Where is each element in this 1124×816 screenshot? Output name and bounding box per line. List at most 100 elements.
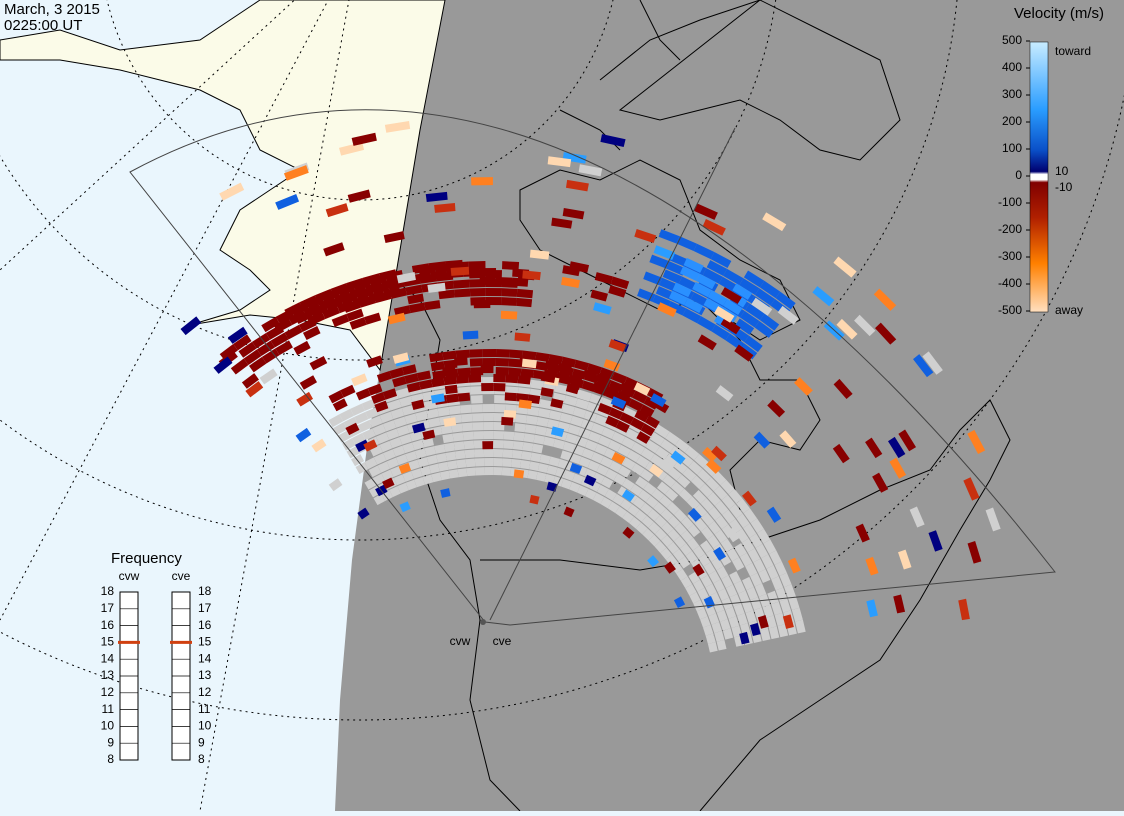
radar-cell	[523, 433, 535, 443]
radar-cell	[434, 203, 456, 213]
radar-cell	[608, 339, 627, 353]
radar-site	[480, 619, 486, 625]
radar-cell	[457, 392, 471, 402]
radar-cell	[431, 377, 445, 388]
radar-cell	[379, 411, 394, 424]
radar-cell	[635, 476, 649, 489]
radar-cell	[450, 266, 470, 276]
radar-cell	[455, 374, 469, 384]
radar-cell	[522, 270, 541, 281]
radar-cell	[753, 431, 771, 449]
radar-cell	[355, 462, 369, 474]
radar-cell	[520, 368, 535, 378]
radar-cell	[672, 549, 685, 562]
radar-cell	[471, 177, 493, 186]
radar-cell	[667, 515, 681, 529]
radar-cell	[536, 417, 549, 427]
radar-cell	[714, 306, 735, 323]
radar-cell	[958, 598, 970, 621]
radar-cell	[365, 407, 380, 420]
radar-cell	[692, 281, 712, 298]
radar-cell	[738, 590, 750, 604]
radar-cell	[586, 363, 602, 375]
radar-cell	[479, 277, 496, 286]
radar-cell	[564, 395, 578, 407]
radar-cell	[607, 439, 622, 452]
radar-cell	[700, 616, 711, 628]
radar-cell	[299, 295, 319, 310]
radar-cell	[630, 483, 643, 497]
radar-cell	[418, 379, 433, 390]
radar-cell	[697, 316, 716, 332]
radar-cell	[593, 302, 612, 315]
radar-cell	[699, 483, 714, 498]
radar-cell	[493, 449, 504, 458]
radar-cell	[717, 588, 729, 601]
radar-cell	[426, 454, 438, 465]
radar-cell	[625, 428, 640, 442]
radar-cell	[474, 449, 485, 458]
radar-cell	[605, 468, 618, 481]
radar-cell	[898, 549, 912, 570]
radar-cell	[664, 453, 679, 467]
radar-cell	[639, 404, 655, 418]
radar-cell	[401, 404, 416, 416]
radar-cell	[749, 533, 763, 548]
radar-cell	[302, 325, 321, 341]
radar-cell	[339, 408, 354, 422]
radar-cell	[402, 364, 417, 376]
radar-cell	[389, 486, 401, 498]
radar-cell	[662, 474, 677, 488]
colorbar-tick-label: 400	[1002, 60, 1022, 74]
radar-cell	[438, 289, 455, 300]
radar-cell	[501, 467, 512, 476]
radar-cell	[482, 349, 497, 358]
radar-cell	[422, 437, 434, 448]
radar-cell	[322, 305, 340, 320]
radar-cell	[702, 268, 723, 284]
radar-cell	[469, 358, 484, 367]
radar-cell	[440, 488, 451, 498]
radar-cell	[693, 600, 705, 612]
radar-cell	[779, 572, 792, 588]
radar-cell	[501, 416, 514, 426]
radar-cell	[451, 423, 463, 433]
time: 0225:00 UT	[4, 17, 82, 34]
radar-cell	[751, 297, 773, 316]
radar-cell	[678, 488, 693, 503]
radar-cell	[759, 313, 780, 331]
radar-cell	[688, 507, 702, 522]
radar-cell	[626, 449, 641, 463]
radar-cell	[721, 575, 733, 589]
radar-cell	[598, 435, 612, 448]
radar-cell	[685, 584, 697, 596]
site-label: cve	[493, 634, 512, 648]
radar-cell	[688, 571, 700, 584]
radar-cell	[481, 383, 494, 392]
radar-cell	[546, 362, 562, 374]
radar-cell	[352, 295, 371, 308]
radar-cell	[707, 535, 720, 549]
radar-cell	[594, 443, 608, 456]
radar-cell	[328, 478, 343, 492]
radar-cell	[676, 569, 688, 581]
radar-cell	[483, 431, 494, 440]
radar-cell	[245, 381, 264, 398]
radar-cell	[743, 270, 765, 288]
colorbar-tick-label: -100	[998, 195, 1022, 209]
radar-cell	[670, 450, 686, 465]
radar-cell	[367, 290, 386, 303]
radar-cell	[745, 303, 765, 321]
radar-cell	[833, 378, 853, 399]
frequency-tick-label: 8	[198, 752, 205, 766]
frequency-tick-label: 10	[198, 719, 212, 733]
radar-cell	[609, 460, 623, 473]
radar-cell	[455, 349, 470, 359]
radar-cell	[357, 507, 370, 520]
radar-cell	[351, 433, 366, 446]
radar-cell	[672, 282, 692, 298]
radar-cell	[578, 164, 603, 177]
radar-cell	[733, 580, 746, 594]
colorbar	[1029, 41, 1049, 313]
radar-cell	[455, 450, 466, 460]
